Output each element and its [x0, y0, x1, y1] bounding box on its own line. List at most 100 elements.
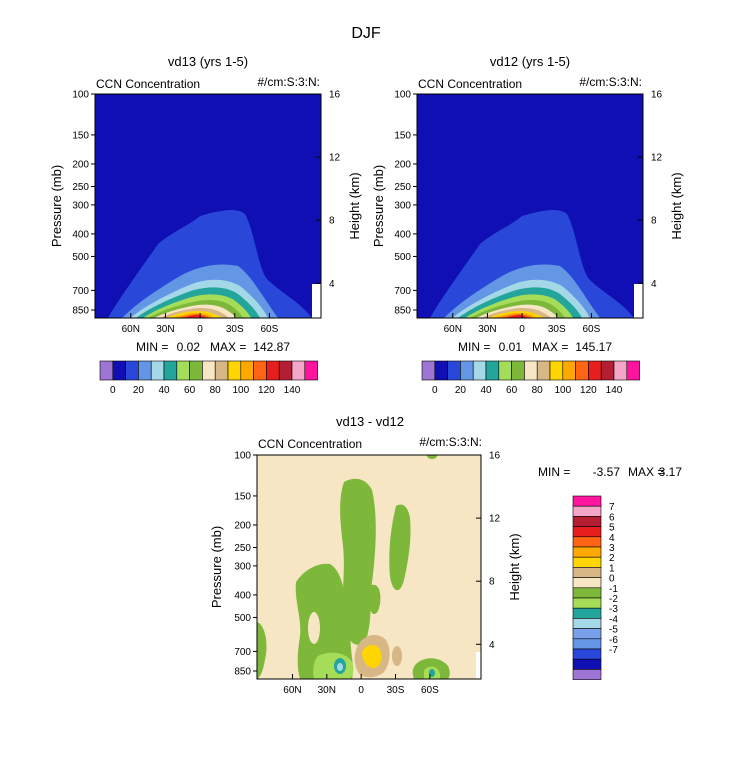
height-tick-label: 4 — [651, 279, 657, 290]
colorbar-label: 5 — [609, 523, 615, 534]
latitude-tick-label: 60S — [582, 324, 600, 335]
field-label: CCN Concentration — [258, 437, 362, 451]
min-label: MIN = — [458, 340, 490, 354]
terrain-mask — [634, 284, 643, 318]
pressure-tick-label: 850 — [394, 306, 411, 317]
panel-difference: vd13 - vd12 CCN Concentration #/cm:S:3:N… — [209, 414, 682, 696]
height-tick-label: 16 — [489, 451, 501, 462]
colorbar-swatch — [572, 567, 602, 578]
latitude-tick-label: 30S — [548, 324, 566, 335]
pressure-tick-label: 400 — [394, 229, 411, 240]
pressure-tick-label: 250 — [72, 182, 89, 193]
colorbar-label: -5 — [609, 625, 618, 636]
colorbar-swatch — [572, 495, 602, 507]
colorbar-swatch — [536, 360, 551, 381]
colorbar-swatch — [626, 360, 640, 381]
colorbar-swatch — [253, 360, 267, 381]
axes: 100 150 200 250 300 400 500 700 850 16 12 8 4 60N 30N 0… — [394, 90, 662, 336]
pressure-tick-label: 700 — [234, 647, 251, 658]
colorbar-swatch — [189, 360, 203, 381]
colorbar-swatch — [434, 360, 448, 381]
pressure-axis-label: Pressure (mb) — [49, 165, 64, 247]
contour-field — [95, 94, 321, 318]
pressure-tick-label: 500 — [72, 252, 89, 263]
colorbar-swatch — [511, 360, 525, 381]
pressure-tick-label: 500 — [234, 613, 251, 624]
colorbar-swatch — [549, 360, 564, 381]
pressure-axis-label: Pressure (mb) — [371, 165, 386, 247]
colorbar-swatch — [562, 360, 576, 381]
height-tick-label: 12 — [489, 514, 501, 525]
colorbar-swatch — [572, 536, 602, 548]
contour-band — [427, 455, 437, 459]
colorbar-swatch — [447, 360, 461, 381]
colorbar-swatch — [202, 360, 216, 381]
colorbar-label: 140 — [606, 385, 623, 396]
colorbar-label: 120 — [258, 385, 275, 396]
colorbar-swatch — [572, 638, 602, 650]
plot-frame — [94, 93, 322, 319]
plot-frame — [416, 93, 644, 319]
min-label: MIN = — [136, 340, 168, 354]
colorbar-label: 80 — [532, 385, 544, 396]
colorbar-swatch — [600, 360, 615, 381]
colorbar-label: 140 — [284, 385, 301, 396]
contour-band — [340, 478, 376, 645]
latitude-tick-label: 30N — [156, 324, 174, 335]
contour-field — [417, 94, 643, 318]
colorbar-swatch — [524, 360, 538, 381]
latitude-tick-label: 60N — [122, 324, 140, 335]
pressure-tick-label: 150 — [234, 491, 251, 502]
height-tick-label: 4 — [489, 640, 495, 651]
min-value: 0.01 — [499, 340, 523, 354]
colorbar-label: -3 — [609, 604, 618, 615]
latitude-tick-label: 0 — [197, 324, 203, 335]
colorbar-swatch — [572, 577, 602, 589]
colorbar-swatch — [138, 360, 152, 381]
colorbar-swatch — [572, 648, 602, 660]
colorbar-swatch — [278, 360, 293, 381]
max-label: MAX = — [532, 340, 568, 354]
colorbar-swatch — [291, 360, 306, 381]
colorbar-label: 0 — [609, 574, 615, 585]
pressure-tick-label: 200 — [394, 159, 411, 170]
colorbar-swatch — [125, 360, 139, 381]
colorbar-label: 4 — [609, 533, 615, 544]
max-label: MAX = — [210, 340, 246, 354]
colorbar-swatch — [163, 360, 178, 381]
field-label: CCN Concentration — [418, 77, 522, 91]
colorbar: 0 20 40 60 80 100 120 140 — [99, 360, 318, 396]
latitude-tick-label: 0 — [358, 685, 364, 696]
colorbar: 0 20 40 60 80 100 120 140 — [421, 360, 640, 396]
units-label: #/cm:S:3:N: — [419, 435, 482, 449]
colorbar-swatch — [572, 669, 602, 680]
pressure-tick-label: 700 — [394, 286, 411, 297]
colorbar-label: 40 — [158, 385, 170, 396]
pressure-tick-label: 400 — [72, 229, 89, 240]
colorbar-swatch — [613, 360, 628, 381]
latitude-tick-label: 30N — [478, 324, 496, 335]
pressure-tick-label: 700 — [72, 286, 89, 297]
units-label: #/cm:S:3:N: — [257, 75, 320, 89]
colorbar-label: -6 — [609, 635, 618, 646]
colorbar-label: 20 — [133, 385, 145, 396]
pressure-tick-label: 500 — [394, 252, 411, 263]
colorbar-swatch — [572, 505, 602, 517]
colorbar-swatch — [112, 360, 126, 381]
axes: 100 150 200 250 300 400 500 700 850 16 12 8 4 60N 30N 0… — [234, 451, 500, 697]
pressure-tick-label: 100 — [394, 90, 411, 101]
colorbar-label: 60 — [184, 385, 196, 396]
panel-vd12: vd12 (yrs 1-5) CCN Concentration #/cm:S:… — [371, 54, 684, 396]
colorbar-swatch — [572, 546, 602, 558]
latitude-tick-label: 60S — [421, 685, 439, 696]
contour-band — [337, 663, 343, 671]
units-label: #/cm:S:3:N: — [579, 75, 642, 89]
contour-band — [389, 504, 411, 591]
colorbar-swatch — [572, 516, 602, 527]
colorbar-label: 0 — [110, 385, 116, 396]
latitude-tick-label: 60N — [444, 324, 462, 335]
pressure-tick-label: 300 — [394, 200, 411, 211]
colorbar-swatch — [572, 556, 602, 568]
